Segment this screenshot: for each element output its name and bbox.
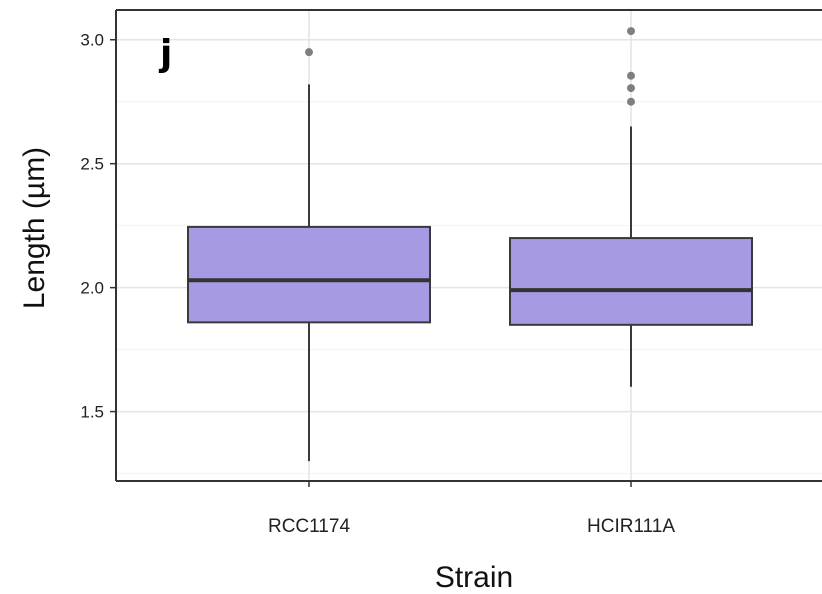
y-tick-label: 3.0 — [80, 31, 104, 50]
axis-ticks: 1.5 2.0 2.5 3.0 RCC1174 HCIR111A — [80, 31, 675, 537]
y-tick-label: 2.0 — [80, 279, 104, 298]
box-hcir111a — [509, 27, 753, 387]
y-axis-title: Length (µm) — [18, 147, 51, 309]
axes — [115, 9, 822, 482]
box-rcc1174 — [187, 48, 431, 462]
box-plot-series — [187, 27, 753, 462]
outlier-point — [627, 84, 635, 93]
x-axis-title: Strain — [435, 561, 513, 594]
y-tick-label: 1.5 — [80, 403, 104, 422]
outlier-point — [627, 71, 635, 80]
outlier-point — [627, 97, 635, 106]
panel-label: j — [158, 33, 172, 74]
outlier-point — [305, 48, 313, 57]
outlier-point — [627, 27, 635, 36]
interquartile-box — [509, 237, 753, 326]
x-tick-label: HCIR111A — [587, 516, 675, 537]
interquartile-box — [187, 225, 431, 324]
x-tick-label: RCC1174 — [268, 516, 350, 537]
y-tick-label: 2.5 — [80, 155, 104, 174]
